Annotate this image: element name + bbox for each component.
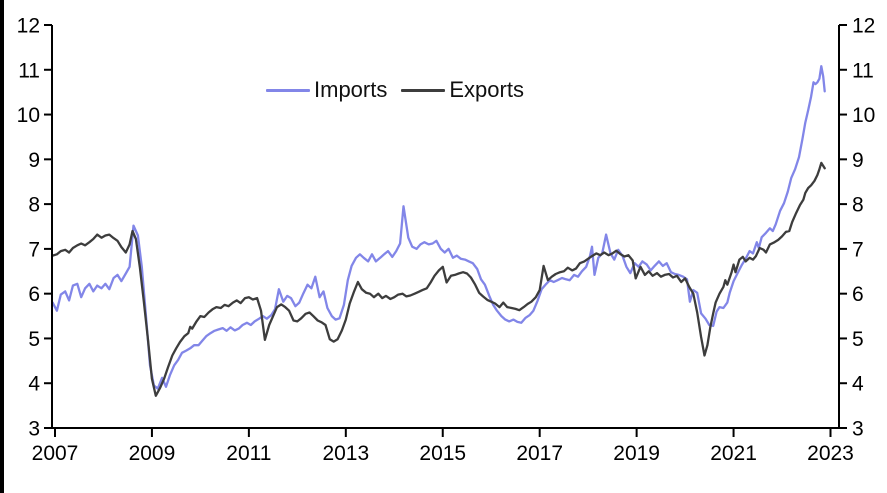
y-tick-label-right: 3: [852, 418, 864, 441]
y-tick-label-right: 7: [852, 238, 864, 261]
y-tick-label-right: 5: [852, 328, 864, 351]
imports-line: [51, 65, 826, 390]
x-tick-label: 2009: [129, 442, 176, 465]
y-tick-label-left: 12: [17, 15, 40, 38]
y-tick-label-right: 8: [852, 194, 864, 217]
x-tick-label: 2021: [710, 442, 757, 465]
imports-line-swatch: [266, 88, 310, 92]
y-tick-label-right: 12: [852, 15, 875, 38]
y-tick-label-left: 4: [28, 373, 40, 396]
y-tick-label-right: 6: [852, 283, 864, 306]
x-tick-label: 2015: [419, 442, 466, 465]
y-tick-label-left: 5: [28, 328, 40, 351]
legend-item-exports: Exports: [401, 77, 524, 103]
x-tick-label: 2013: [322, 442, 369, 465]
y-tick-label-left: 9: [28, 149, 40, 172]
legend-label-exports: Exports: [449, 77, 524, 102]
y-tick-label-left: 7: [28, 238, 40, 261]
y-tick-label-left: 8: [28, 194, 40, 217]
y-tick-label-left: 3: [28, 418, 40, 441]
legend-item-imports: Imports: [266, 77, 387, 103]
legend-label-imports: Imports: [314, 77, 388, 102]
x-tick-label: 2011: [226, 442, 271, 465]
y-tick-label-right: 9: [852, 149, 864, 172]
y-tick-label-right: 4: [852, 373, 864, 396]
exports-line-swatch: [401, 88, 446, 92]
x-tick-label: 2017: [516, 442, 563, 465]
exports-line: [51, 161, 826, 397]
y-tick-label-left: 11: [18, 59, 40, 82]
y-tick-label-left: 10: [17, 104, 40, 127]
y-tick-label-left: 6: [28, 283, 40, 306]
x-tick-label: 2007: [32, 442, 79, 465]
x-tick-label: 2023: [807, 442, 854, 465]
y-tick-label-right: 10: [852, 104, 875, 127]
x-tick-label: 2019: [613, 442, 660, 465]
y-tick-label-right: 11: [852, 59, 874, 82]
chart-legend: Imports Exports: [266, 77, 538, 103]
window-left-border: [0, 0, 4, 493]
